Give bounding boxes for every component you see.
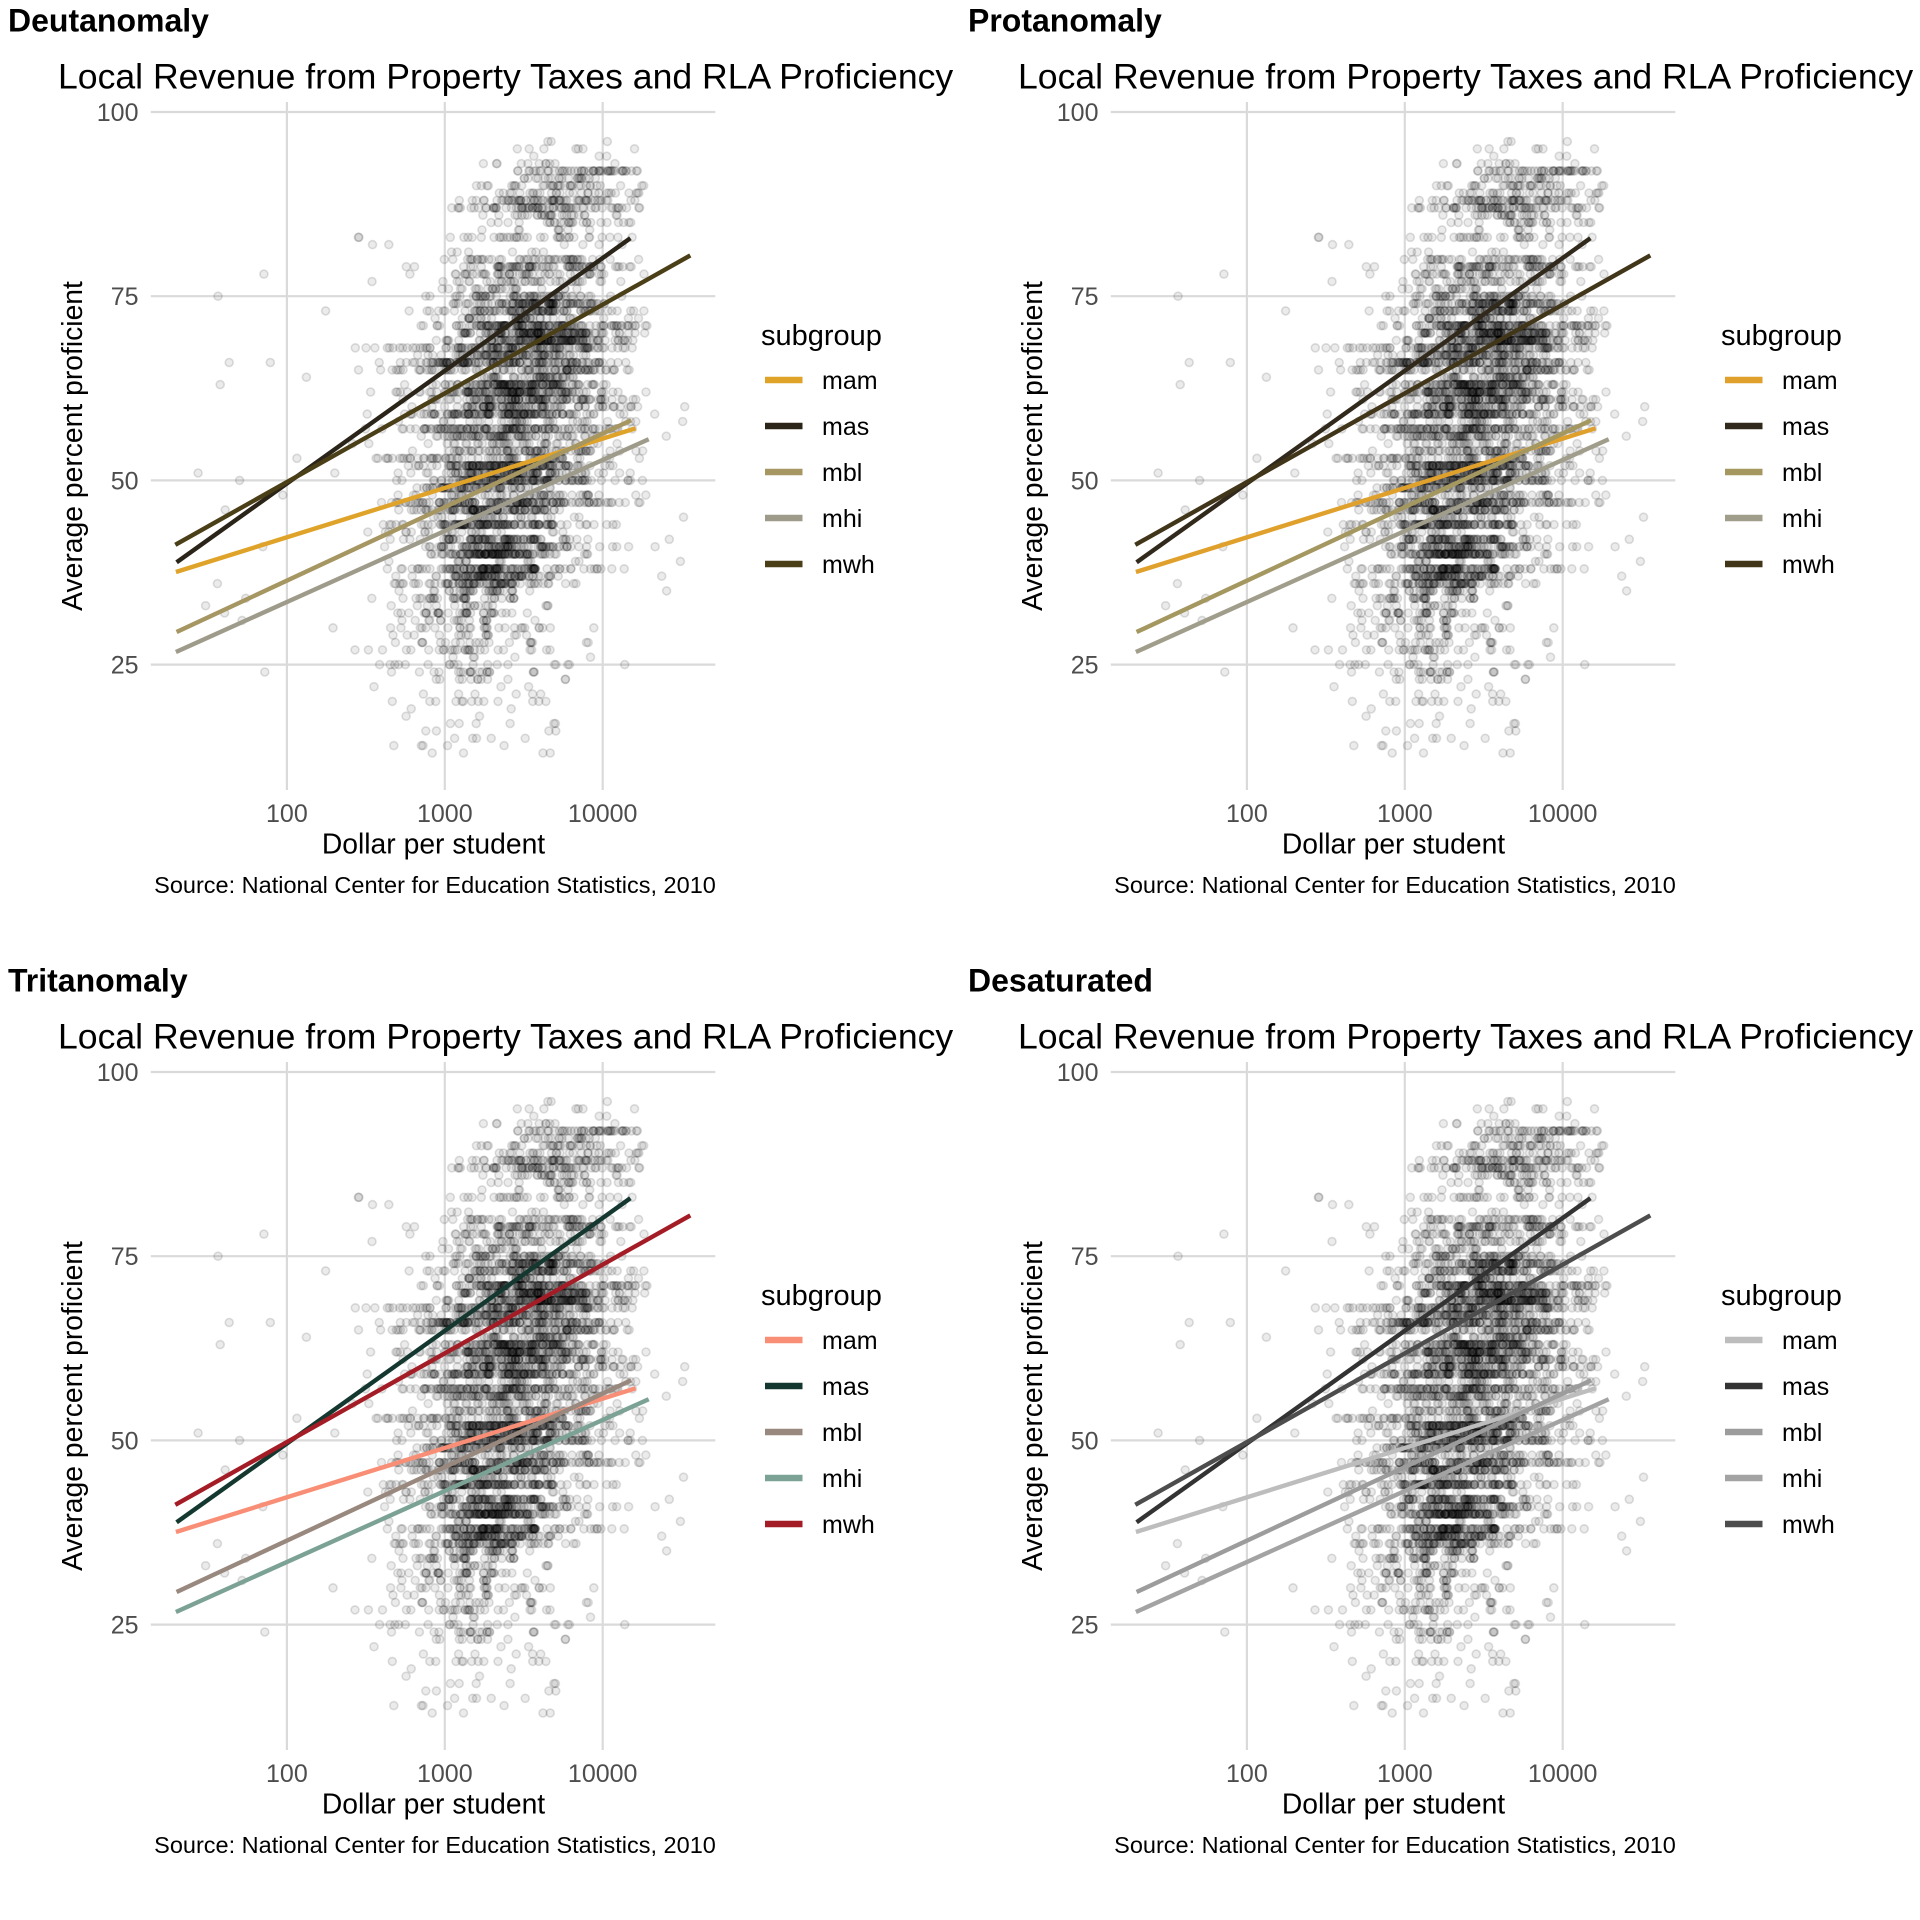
svg-text:Protanomaly: Protanomaly [968, 3, 1162, 39]
svg-text:100: 100 [266, 1760, 308, 1788]
svg-text:100: 100 [1226, 800, 1268, 828]
svg-text:mwh: mwh [822, 1511, 875, 1539]
svg-text:mam: mam [822, 367, 878, 395]
svg-text:25: 25 [1071, 652, 1099, 680]
svg-text:mbl: mbl [822, 1419, 862, 1447]
svg-text:25: 25 [1071, 1612, 1099, 1640]
svg-text:Local Revenue from Property Ta: Local Revenue from Property Taxes and RL… [58, 57, 953, 97]
svg-text:mas: mas [1782, 413, 1829, 441]
svg-text:Source: National Center for Ed: Source: National Center for Education St… [1114, 872, 1676, 898]
svg-text:100: 100 [97, 1059, 139, 1087]
svg-text:Average percent proficient: Average percent proficient [1016, 281, 1048, 611]
svg-text:Local Revenue from Property Ta: Local Revenue from Property Taxes and RL… [1018, 57, 1913, 97]
svg-text:75: 75 [1071, 283, 1099, 311]
svg-text:mam: mam [1782, 367, 1838, 395]
svg-text:mhi: mhi [822, 505, 862, 533]
svg-text:Dollar per student: Dollar per student [322, 1788, 545, 1820]
svg-text:Local Revenue from Property Ta: Local Revenue from Property Taxes and RL… [1018, 1017, 1913, 1057]
svg-text:1000: 1000 [417, 1760, 473, 1788]
svg-text:1000: 1000 [1377, 800, 1433, 828]
svg-text:mhi: mhi [1782, 1465, 1822, 1493]
svg-text:Source: National Center for Ed: Source: National Center for Education St… [154, 872, 716, 898]
svg-text:subgroup: subgroup [761, 320, 882, 352]
svg-text:Desaturated: Desaturated [968, 963, 1153, 999]
svg-text:mwh: mwh [822, 551, 875, 579]
svg-text:10000: 10000 [1528, 800, 1598, 828]
svg-text:100: 100 [1057, 1059, 1099, 1087]
svg-text:subgroup: subgroup [761, 1280, 882, 1312]
svg-text:1000: 1000 [417, 800, 473, 828]
svg-text:Dollar per student: Dollar per student [1282, 1788, 1505, 1820]
svg-text:mwh: mwh [1782, 551, 1835, 579]
svg-text:mam: mam [1782, 1327, 1838, 1355]
svg-text:mhi: mhi [822, 1465, 862, 1493]
svg-text:mas: mas [822, 1373, 869, 1401]
svg-text:50: 50 [1071, 467, 1099, 495]
svg-text:50: 50 [111, 1427, 139, 1455]
svg-text:Source: National Center for Ed: Source: National Center for Education St… [154, 1832, 716, 1858]
svg-text:mbl: mbl [822, 459, 862, 487]
svg-text:subgroup: subgroup [1721, 1280, 1842, 1312]
svg-text:10000: 10000 [568, 1760, 638, 1788]
svg-text:mbl: mbl [1782, 459, 1822, 487]
svg-text:Average percent proficient: Average percent proficient [1016, 1241, 1048, 1571]
svg-text:Dollar per student: Dollar per student [322, 828, 545, 860]
svg-text:mhi: mhi [1782, 505, 1822, 533]
svg-text:Dollar per student: Dollar per student [1282, 828, 1505, 860]
svg-text:Average percent proficient: Average percent proficient [56, 1241, 88, 1571]
svg-text:Average percent proficient: Average percent proficient [56, 281, 88, 611]
svg-text:50: 50 [111, 467, 139, 495]
svg-text:1000: 1000 [1377, 1760, 1433, 1788]
svg-text:25: 25 [111, 652, 139, 680]
svg-text:100: 100 [1226, 1760, 1268, 1788]
svg-text:mwh: mwh [1782, 1511, 1835, 1539]
svg-text:75: 75 [1071, 1243, 1099, 1271]
svg-text:10000: 10000 [568, 800, 638, 828]
svg-text:75: 75 [111, 1243, 139, 1271]
svg-text:25: 25 [111, 1612, 139, 1640]
svg-text:10000: 10000 [1528, 1760, 1598, 1788]
svg-text:mas: mas [822, 413, 869, 441]
svg-text:75: 75 [111, 283, 139, 311]
svg-text:Tritanomaly: Tritanomaly [8, 963, 188, 999]
svg-text:mam: mam [822, 1327, 878, 1355]
svg-text:50: 50 [1071, 1427, 1099, 1455]
svg-text:mas: mas [1782, 1373, 1829, 1401]
svg-text:Deutanomaly: Deutanomaly [8, 3, 209, 39]
svg-text:Local Revenue from Property Ta: Local Revenue from Property Taxes and RL… [58, 1017, 953, 1057]
svg-text:100: 100 [266, 800, 308, 828]
svg-text:100: 100 [1057, 99, 1099, 127]
svg-text:Source: National Center for Ed: Source: National Center for Education St… [1114, 1832, 1676, 1858]
svg-text:mbl: mbl [1782, 1419, 1822, 1447]
svg-text:100: 100 [97, 99, 139, 127]
svg-text:subgroup: subgroup [1721, 320, 1842, 352]
